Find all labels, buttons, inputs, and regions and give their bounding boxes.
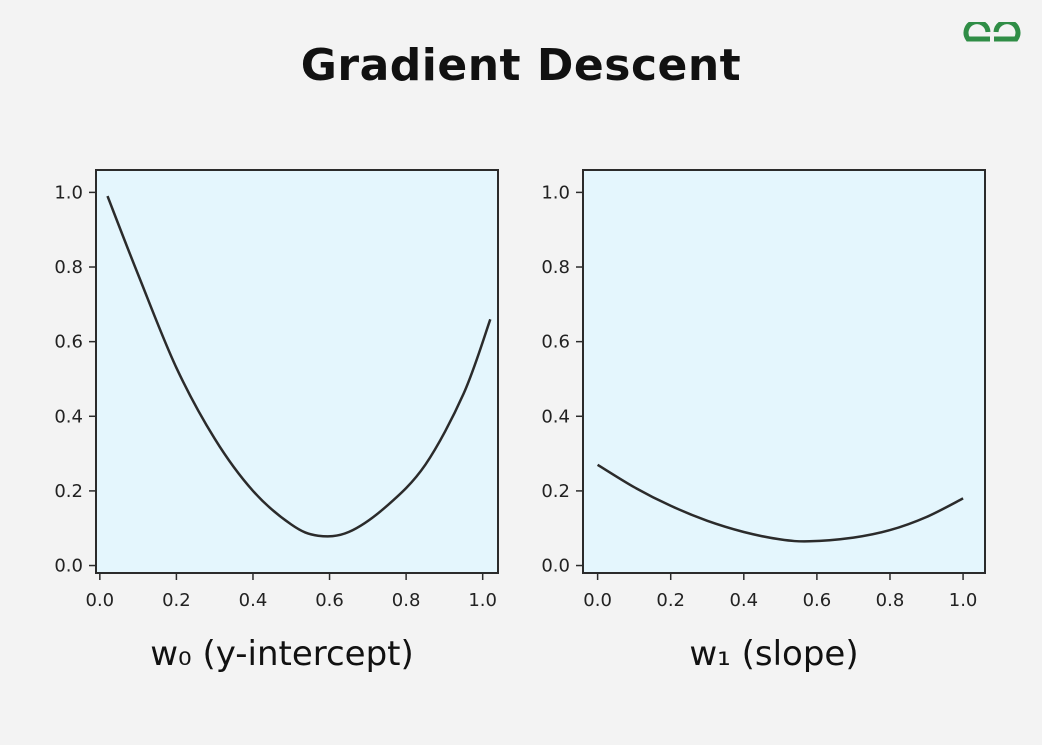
x-tick-label: 1.0: [468, 590, 497, 611]
x-tick-label: 0.8: [392, 590, 421, 611]
y-tick-label: 0.2: [54, 481, 83, 502]
y-tick-label: 0.8: [54, 257, 83, 278]
y-tick-label: 0.8: [541, 257, 570, 278]
x-tick-label: 1.0: [949, 590, 978, 611]
x-tick-label: 0.8: [876, 590, 905, 611]
y-tick-label: 0.2: [541, 481, 570, 502]
series-line: [106, 195, 492, 538]
x-axis-title: w₀ (y-intercept): [150, 634, 414, 674]
x-tick-label: 0.6: [315, 590, 344, 611]
plot-area: [582, 169, 986, 574]
x-tick-label: 0.4: [239, 590, 268, 611]
y-tick-label: 0.0: [541, 556, 570, 577]
x-tick-label: 0.2: [162, 590, 191, 611]
chart-panel-0: 0.0 0.2 0.4 0.6 0.8 1.0 0.0 0.2 0.4 0.6 0.8 1.0 w₀ (…: [54, 169, 499, 674]
x-tick-label: 0.4: [729, 590, 758, 611]
x-tick-label: 0.0: [583, 590, 612, 611]
y-tick-label: 0.4: [54, 406, 83, 427]
x-axis-title: w₁ (slope): [689, 634, 858, 674]
y-tick-label: 0.4: [541, 406, 570, 427]
page-title: Gradient Descent: [300, 40, 742, 91]
y-tick-label: 0.0: [54, 556, 83, 577]
gfg-logo-icon: [963, 22, 1021, 42]
x-tick-label: 0.0: [86, 590, 115, 611]
series-line: [596, 463, 964, 543]
x-tick-label: 0.6: [803, 590, 832, 611]
x-tick-label: 0.2: [656, 590, 685, 611]
y-tick-label: 1.0: [54, 182, 83, 203]
y-tick-label: 1.0: [541, 182, 570, 203]
plot-area: [95, 169, 499, 574]
chart-panel-1: 0.0 0.2 0.4 0.6 0.8 1.0 0.0 0.2 0.4 0.6 0.8 1.0 w₁ (…: [541, 169, 986, 674]
y-tick-label: 0.6: [541, 332, 570, 353]
y-tick-label: 0.6: [54, 332, 83, 353]
